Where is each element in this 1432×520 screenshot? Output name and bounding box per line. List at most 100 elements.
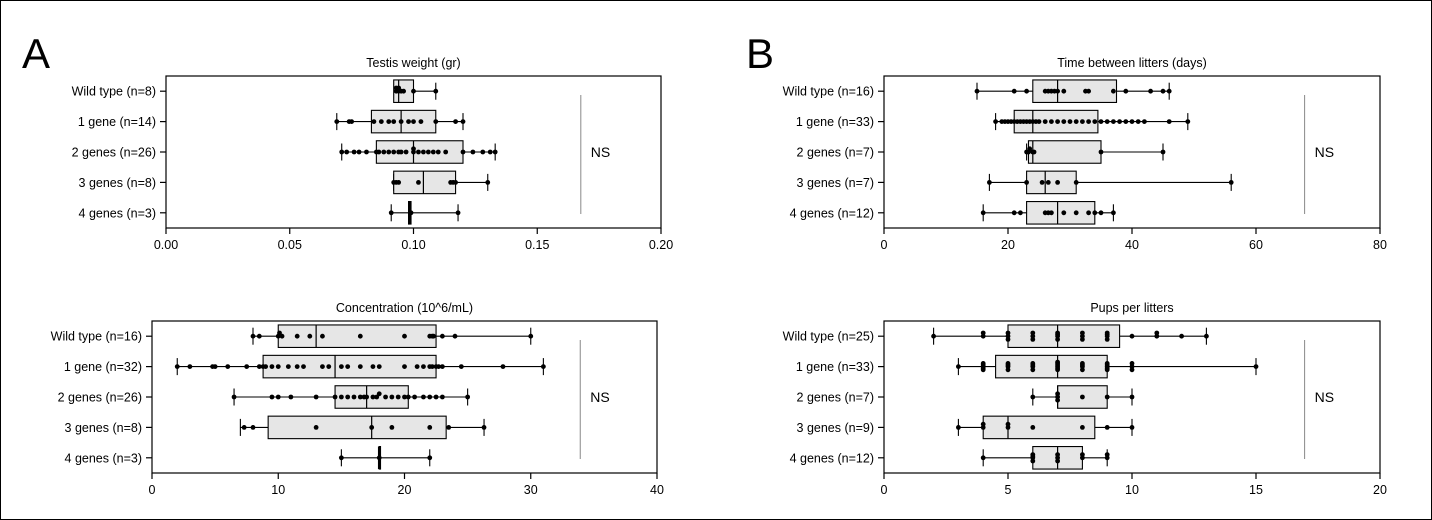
data-point — [1080, 394, 1085, 400]
data-point — [411, 146, 416, 152]
data-point — [1055, 180, 1060, 185]
data-point — [453, 180, 458, 185]
data-point — [378, 119, 384, 124]
data-point — [455, 210, 461, 216]
data-point — [465, 394, 471, 400]
data-point — [1027, 146, 1033, 152]
data-point — [987, 180, 992, 185]
data-point — [1055, 359, 1060, 365]
box — [1007, 324, 1121, 348]
data-point — [388, 210, 394, 216]
box — [1026, 201, 1096, 225]
data-point — [1104, 425, 1110, 430]
x-tick-label: 0 — [149, 483, 156, 497]
data-point — [231, 394, 237, 400]
data-point — [1055, 391, 1060, 397]
data-point — [357, 333, 363, 339]
data-point — [357, 364, 363, 369]
data-point — [320, 333, 325, 339]
data-point — [402, 333, 407, 339]
data-point — [1030, 394, 1036, 400]
data-point — [1055, 458, 1060, 464]
data-point — [1135, 119, 1141, 124]
data-point — [398, 119, 404, 124]
data-point — [338, 394, 344, 400]
x-tick-label: 30 — [524, 483, 538, 497]
data-point — [376, 391, 382, 397]
data-point — [339, 149, 345, 155]
data-point — [433, 119, 439, 124]
data-point — [416, 149, 421, 155]
data-point — [980, 330, 986, 336]
data-point — [381, 149, 387, 155]
group-label: 3 genes (n=8) — [79, 176, 156, 190]
chart-title: Pups per litters — [1090, 301, 1173, 315]
data-point — [391, 119, 397, 124]
data-point — [376, 455, 382, 461]
data-point — [1049, 119, 1054, 124]
data-point — [1011, 88, 1017, 94]
group-label: 1 gene (n=33) — [796, 115, 874, 129]
data-point — [370, 364, 376, 369]
x-tick-label: 0.15 — [525, 238, 549, 252]
data-point — [1005, 367, 1011, 373]
data-point — [338, 455, 344, 461]
data-point — [446, 425, 452, 430]
data-point — [269, 394, 275, 400]
data-point — [435, 149, 441, 155]
data-point — [1018, 210, 1023, 216]
box — [1027, 140, 1102, 164]
data-point — [1129, 425, 1135, 430]
data-point — [386, 119, 392, 124]
data-point — [485, 180, 491, 185]
data-point — [1030, 458, 1036, 464]
data-point — [1055, 88, 1060, 94]
data-point — [425, 149, 431, 155]
data-point — [396, 180, 402, 185]
x-tick-label: 0.05 — [278, 238, 302, 252]
group-label: Wild type (n=25) — [783, 330, 874, 344]
data-point — [345, 394, 351, 400]
data-point — [1080, 362, 1085, 368]
data-point — [470, 149, 476, 155]
data-point — [187, 364, 193, 369]
data-point — [460, 149, 466, 155]
data-point — [345, 364, 351, 369]
data-point — [439, 394, 445, 400]
x-tick-label: 0 — [881, 238, 888, 252]
data-point — [1005, 362, 1011, 368]
data-point — [430, 149, 436, 155]
data-point — [1104, 337, 1110, 342]
data-point — [212, 364, 218, 369]
data-point — [412, 394, 417, 400]
data-point — [1036, 119, 1042, 124]
data-point — [528, 333, 534, 339]
data-point — [326, 364, 332, 369]
data-point — [241, 425, 247, 430]
data-point — [1148, 88, 1153, 94]
data-point — [1030, 362, 1036, 368]
data-point — [1030, 453, 1036, 459]
data-point — [244, 364, 250, 369]
box — [995, 354, 1108, 379]
data-point — [956, 364, 961, 369]
chart-3: Time between litters (days) 0 20 40 60 80 Wild… — [783, 56, 1387, 252]
data-point — [416, 180, 421, 185]
box — [267, 415, 447, 440]
data-point — [1129, 394, 1135, 400]
data-point — [492, 149, 498, 155]
data-point — [1024, 180, 1029, 185]
data-point — [301, 364, 306, 369]
data-point — [1055, 397, 1060, 403]
data-point — [1055, 452, 1060, 457]
data-point — [1067, 119, 1073, 124]
box — [1026, 170, 1077, 195]
data-point — [1160, 149, 1166, 155]
data-point — [414, 364, 420, 369]
significance-label: NS — [591, 144, 610, 160]
x-tick-label: 0.10 — [401, 238, 425, 252]
group-label: 3 genes (n=8) — [65, 421, 142, 435]
group-label: 2 genes (n=26) — [72, 146, 156, 160]
data-point — [1111, 119, 1116, 124]
